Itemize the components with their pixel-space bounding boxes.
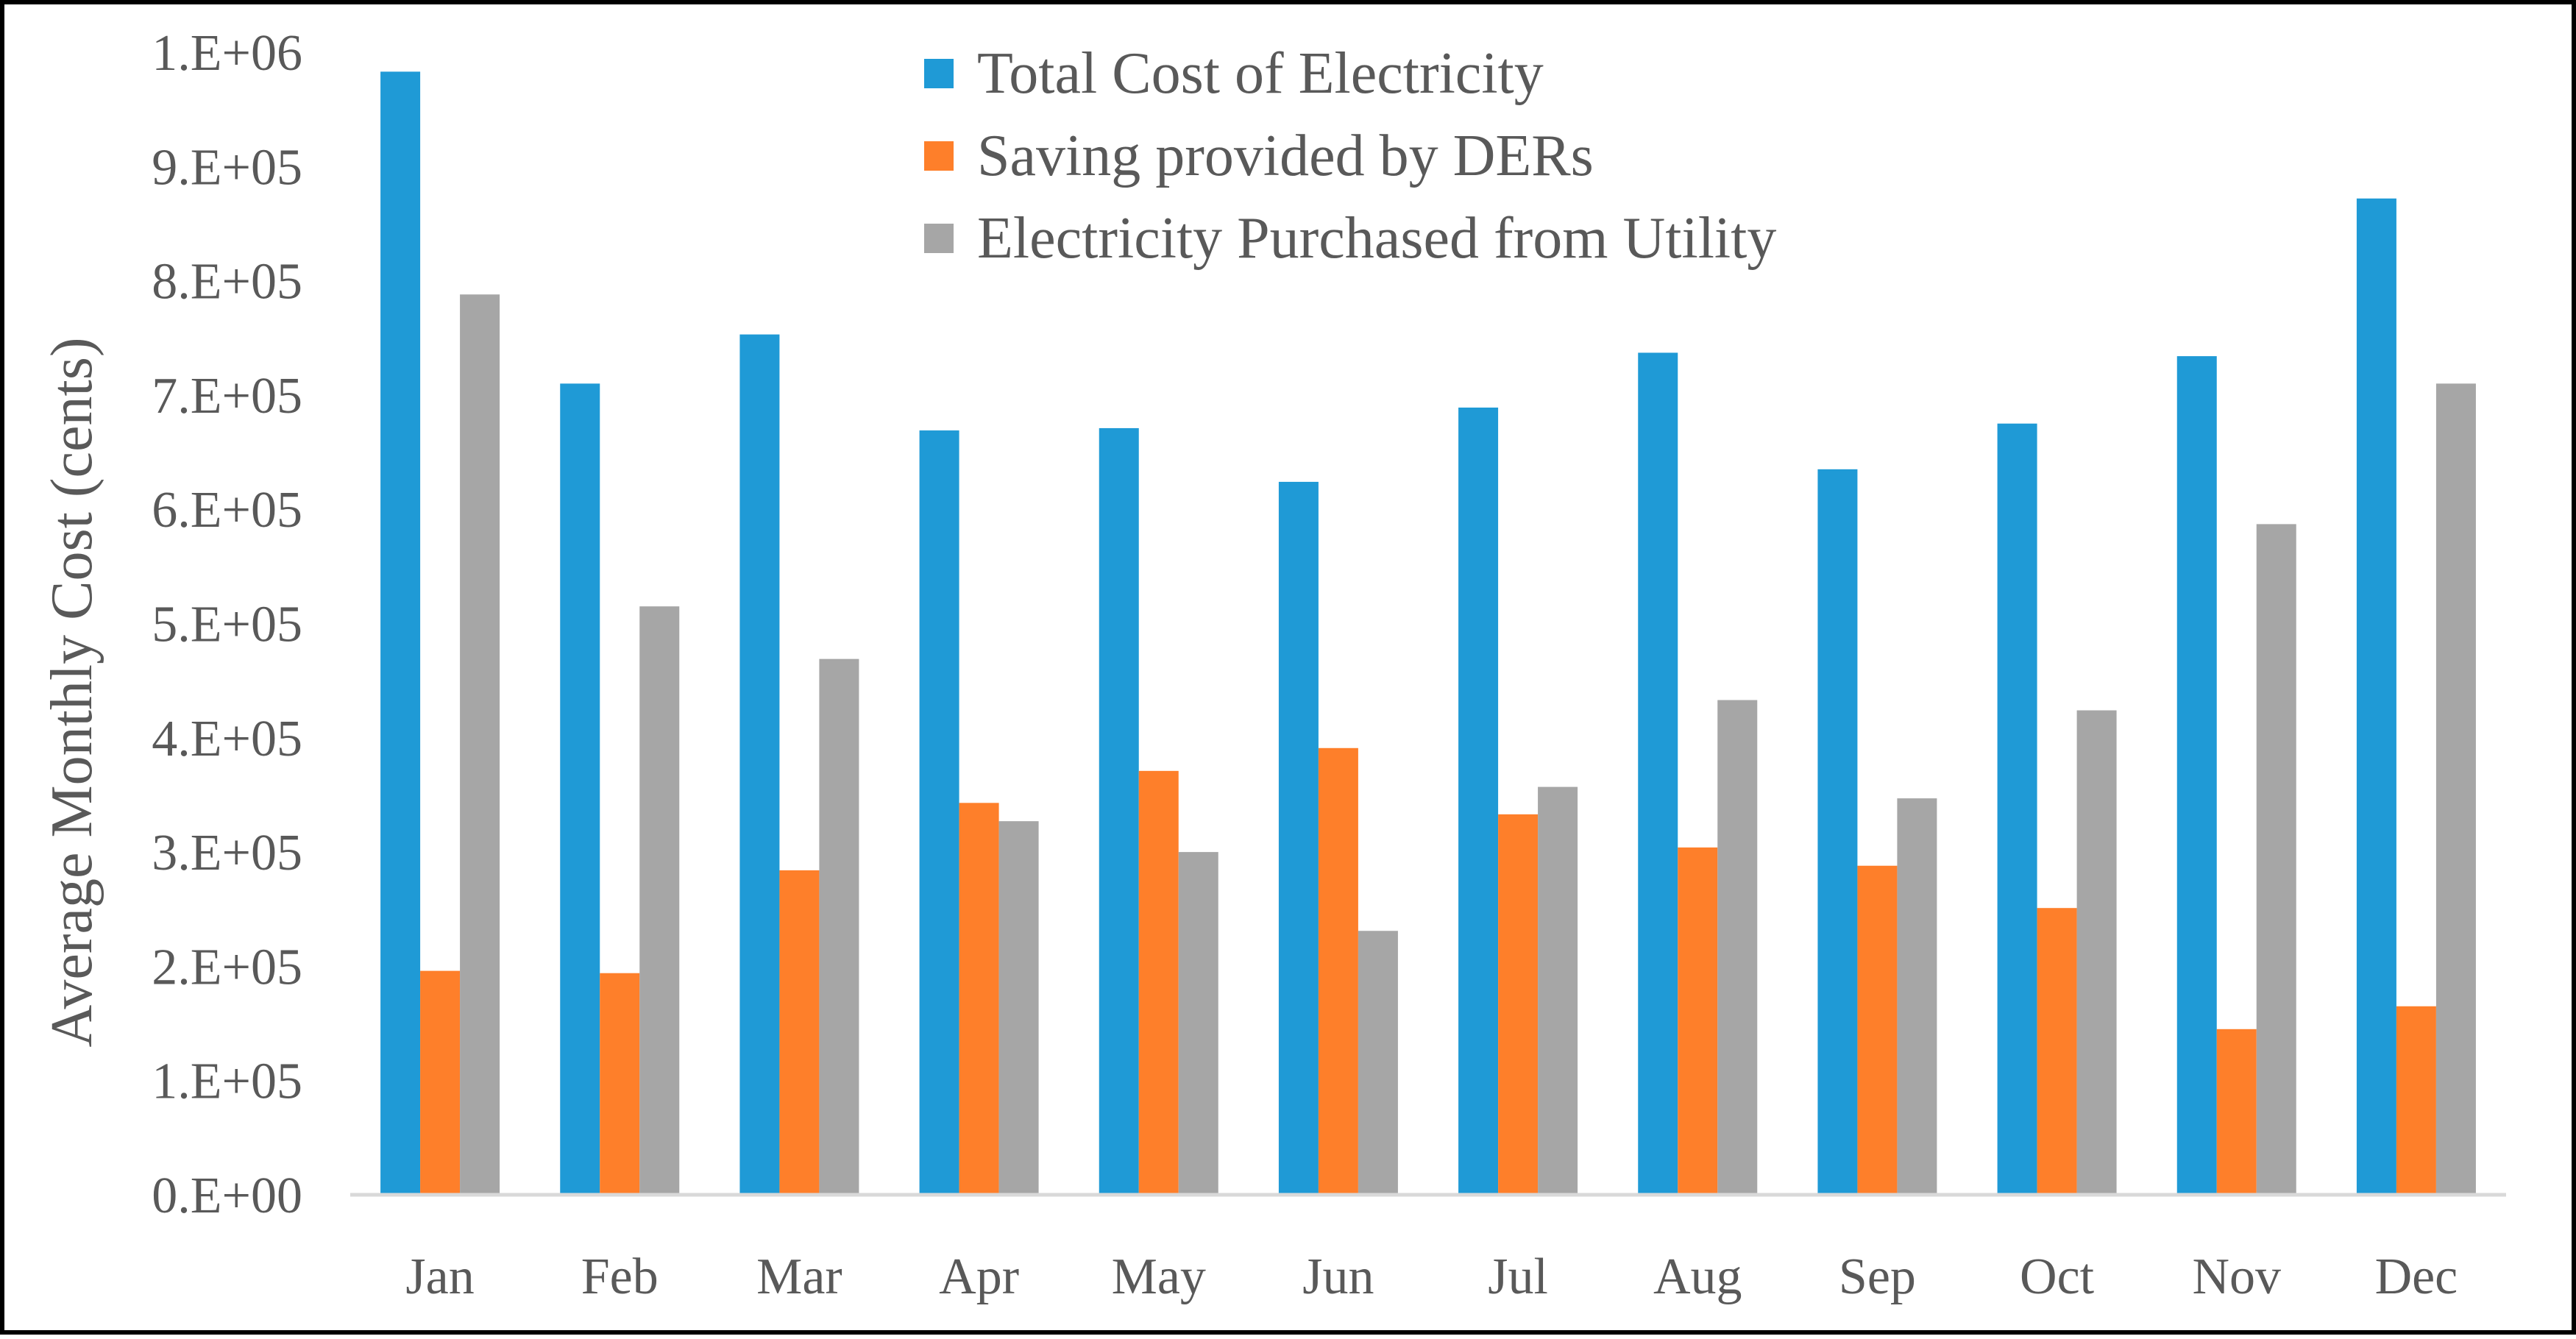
bar-jul-total-cost-of-electricity (1458, 407, 1499, 1196)
bar-aug-total-cost-of-electricity (1638, 352, 1678, 1196)
bar-nov-total-cost-of-electricity (2176, 356, 2217, 1195)
y-tick-label: 3.E+05 (152, 825, 302, 881)
y-tick-labels: 0.E+00 1.E+05 2.E+05 3.E+05 4.E+05 5.E+05 6.E+… (152, 25, 302, 1224)
x-tick-label-mar: Mar (756, 1249, 842, 1305)
bar-nov-saving-provided-by-ders (2216, 1029, 2257, 1195)
x-tick-label-dec: Dec (2375, 1249, 2458, 1305)
bar-jun-electricity-purchased-from-utility (1358, 931, 1398, 1195)
y-tick-label: 6.E+05 (152, 482, 302, 539)
y-tick-label: 2.E+05 (152, 939, 302, 995)
bar-apr-saving-provided-by-ders (959, 803, 999, 1195)
bar-jul-saving-provided-by-ders (1498, 814, 1539, 1195)
x-tick-label-nov: Nov (2192, 1249, 2281, 1305)
x-tick-labels: Jan Feb Mar Apr May Jun Jul Aug Sep Oct Nov Dec (405, 1249, 2458, 1305)
bar-apr-total-cost-of-electricity (919, 430, 959, 1196)
bar-jun-saving-provided-by-ders (1318, 747, 1358, 1195)
bar-aug-electricity-purchased-from-utility (1717, 700, 1758, 1195)
legend: Total Cost of Electricity Saving provided… (924, 41, 1776, 271)
bar-mar-electricity-purchased-from-utility (819, 658, 859, 1195)
bar-sep-total-cost-of-electricity (1817, 469, 1858, 1195)
y-tick-label: 9.E+05 (152, 139, 302, 196)
bar-jan-electricity-purchased-from-utility (460, 294, 500, 1196)
x-tick-label-apr: Apr (939, 1249, 1019, 1305)
x-tick-label-feb: Feb (581, 1249, 659, 1305)
bar-aug-saving-provided-by-ders (1678, 847, 1718, 1195)
bar-oct-electricity-purchased-from-utility (2076, 710, 2117, 1195)
x-tick-label-sep: Sep (1839, 1249, 1916, 1305)
bar-jul-electricity-purchased-from-utility (1538, 786, 1578, 1195)
bar-feb-saving-provided-by-ders (600, 973, 640, 1195)
legend-label-electricity-purchased-from-utility: Electricity Purchased from Utility (977, 206, 1776, 271)
bar-may-electricity-purchased-from-utility (1178, 852, 1218, 1195)
bar-feb-total-cost-of-electricity (560, 383, 600, 1195)
y-tick-label: 7.E+05 (152, 368, 302, 425)
y-tick-label: 0.E+00 (152, 1168, 302, 1224)
bar-dec-total-cost-of-electricity (2356, 198, 2396, 1196)
bar-may-saving-provided-by-ders (1138, 770, 1179, 1195)
y-tick-label: 1.E+05 (152, 1054, 302, 1110)
y-tick-label: 1.E+06 (152, 25, 302, 82)
x-tick-label-jan: Jan (405, 1249, 474, 1305)
bar-dec-saving-provided-by-ders (2396, 1006, 2436, 1195)
bar-jan-total-cost-of-electricity (380, 71, 421, 1195)
legend-swatch-electricity-purchased-from-utility (924, 224, 954, 253)
bar-dec-electricity-purchased-from-utility (2435, 383, 2476, 1195)
legend-label-saving-provided-by-ders: Saving provided by DERs (977, 124, 1594, 188)
bar-apr-electricity-purchased-from-utility (998, 821, 1039, 1195)
legend-swatch-saving-provided-by-ders (924, 141, 954, 171)
bar-oct-total-cost-of-electricity (1997, 423, 2037, 1195)
y-tick-label: 5.E+05 (152, 597, 302, 653)
y-tick-label: 8.E+05 (152, 254, 302, 310)
bar-may-total-cost-of-electricity (1099, 427, 1139, 1195)
legend-label-total-cost-of-electricity: Total Cost of Electricity (977, 41, 1544, 106)
legend-swatch-total-cost-of-electricity (924, 59, 954, 88)
bar-oct-saving-provided-by-ders (2037, 908, 2077, 1195)
bar-mar-saving-provided-by-ders (779, 870, 820, 1195)
bar-jan-saving-provided-by-ders (420, 970, 461, 1195)
bar-nov-electricity-purchased-from-utility (2256, 524, 2296, 1195)
x-tick-label-jul: Jul (1488, 1249, 1548, 1305)
bar-sep-electricity-purchased-from-utility (1897, 798, 1937, 1195)
x-tick-label-aug: Aug (1653, 1249, 1742, 1305)
y-axis-title: Average Monthly Cost (cents) (40, 338, 104, 1048)
bar-chart: 0.E+00 1.E+05 2.E+05 3.E+05 4.E+05 5.E+05 6.E+… (40, 25, 2506, 1305)
y-tick-label: 4.E+05 (152, 711, 302, 767)
x-tick-label-may: May (1112, 1249, 1206, 1305)
bar-sep-saving-provided-by-ders (1857, 865, 1898, 1195)
bar-mar-total-cost-of-electricity (739, 334, 780, 1195)
bar-jun-total-cost-of-electricity (1278, 481, 1319, 1195)
bar-feb-electricity-purchased-from-utility (639, 606, 680, 1195)
bars-group (380, 71, 2476, 1196)
x-tick-label-jun: Jun (1302, 1249, 1374, 1305)
x-tick-label-oct: Oct (2020, 1249, 2095, 1305)
